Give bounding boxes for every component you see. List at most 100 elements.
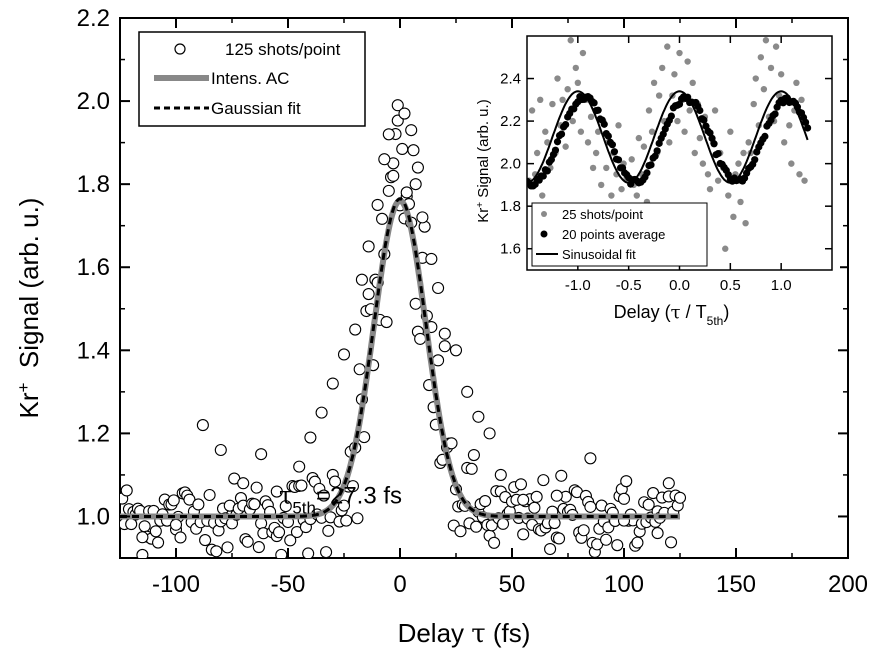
data-point-open-circle bbox=[315, 406, 328, 419]
inset-y-tick-label: 1.6 bbox=[500, 241, 521, 258]
data-point-open-circle bbox=[651, 527, 664, 540]
data-point-open-circle bbox=[255, 448, 268, 461]
data-point-grey bbox=[727, 128, 734, 135]
data-point-black bbox=[610, 148, 619, 156]
inset-legend-box bbox=[531, 202, 708, 267]
data-point-grey bbox=[796, 171, 803, 178]
data-point-black bbox=[604, 132, 612, 140]
data-point-black bbox=[608, 141, 617, 149]
main-axes: -100 -50 0 50 100 150 200 1.0 1.2 1.4 1.6 1.8 2.0 2.2 bbox=[77, 5, 868, 598]
main-y-tick-label: 1.6 bbox=[77, 254, 110, 281]
data-point-open-circle bbox=[304, 431, 317, 444]
data-point-open-circle bbox=[237, 477, 250, 490]
data-point-open-circle bbox=[405, 124, 418, 137]
data-point-open-circle bbox=[555, 469, 568, 482]
data-point-open-circle bbox=[488, 536, 501, 549]
data-point-grey bbox=[788, 160, 795, 167]
data-point-black bbox=[553, 138, 562, 146]
data-point-open-circle bbox=[279, 500, 292, 513]
data-point-grey bbox=[564, 85, 571, 93]
data-point-open-circle bbox=[544, 542, 557, 556]
data-point-black bbox=[801, 118, 810, 126]
main-plot-frame bbox=[119, 17, 849, 559]
data-point-grey bbox=[577, 128, 585, 135]
data-point-grey bbox=[689, 79, 696, 87]
data-point-grey bbox=[592, 149, 600, 157]
data-point-open-circle bbox=[631, 536, 644, 549]
main-y-tick-label: 1.2 bbox=[77, 420, 110, 447]
fwhm-annotation: τ5th=27.3 fs bbox=[279, 482, 402, 518]
data-point-grey bbox=[725, 192, 732, 199]
inset-x-tick-label: 0.0 bbox=[669, 277, 690, 294]
legend-marker-open-circle bbox=[174, 43, 186, 55]
data-point-grey bbox=[714, 177, 722, 184]
data-point-grey bbox=[589, 164, 597, 172]
main-y-axis-title: Kr+ Signal (arb. u.) bbox=[14, 198, 45, 419]
main-x-tick-label: -50 bbox=[271, 571, 306, 598]
data-point-open-circle bbox=[528, 501, 541, 514]
main-data-layer bbox=[120, 99, 687, 558]
data-point-open-circle bbox=[438, 340, 451, 353]
inset-y-tick-label: 2.0 bbox=[500, 156, 521, 173]
data-point-open-circle bbox=[337, 348, 351, 361]
data-point-black bbox=[653, 147, 661, 155]
data-point-open-circle bbox=[378, 153, 391, 166]
data-point-open-circle bbox=[295, 479, 308, 492]
data-point-black bbox=[643, 169, 651, 177]
data-point-open-circle bbox=[196, 419, 209, 432]
main-y-tick-label: 2.2 bbox=[77, 5, 110, 32]
legend-label-sinusoidal-fit: Sinusoidal fit bbox=[562, 247, 636, 262]
data-point-open-circle bbox=[214, 443, 227, 457]
data-point-open-circle bbox=[642, 498, 655, 511]
data-point-open-circle bbox=[382, 128, 395, 141]
data-point-black bbox=[539, 172, 547, 180]
inset-plot: -1.0 -0.5 0.0 0.5 1.0 1.6 1.8 2.0 2.2 2.4 Delay (… bbox=[470, 30, 840, 340]
legend-label-gaussian-fit: Gaussian fit bbox=[211, 99, 301, 118]
data-point-grey bbox=[740, 149, 747, 157]
data-point-grey bbox=[587, 113, 595, 121]
data-point-open-circle bbox=[353, 363, 366, 376]
inset-data-layer bbox=[527, 37, 812, 252]
data-point-open-circle bbox=[120, 484, 133, 497]
data-point-open-circle bbox=[355, 273, 368, 286]
main-x-tick-label: 0 bbox=[393, 571, 406, 598]
data-point-grey bbox=[711, 107, 719, 114]
data-point-black bbox=[804, 124, 812, 132]
legend-label-125-shots: 125 shots/point bbox=[225, 40, 341, 59]
data-point-black bbox=[761, 132, 769, 140]
data-point-open-circle bbox=[483, 427, 496, 440]
data-point-grey bbox=[781, 139, 788, 146]
inset-y-tick-label: 2.2 bbox=[500, 113, 521, 130]
data-point-open-circle bbox=[449, 344, 463, 357]
data-point-grey bbox=[777, 71, 785, 78]
data-point-black bbox=[647, 161, 655, 169]
data-point-grey bbox=[559, 96, 566, 104]
data-point-open-circle bbox=[467, 448, 480, 462]
data-point-grey bbox=[554, 75, 561, 82]
inset-x-tick-label: 1.0 bbox=[771, 277, 792, 294]
main-x-tick-label: 50 bbox=[499, 571, 526, 598]
data-point-open-circle bbox=[255, 517, 268, 530]
data-point-grey bbox=[528, 107, 536, 114]
inset-axes: -1.0 -0.5 0.0 0.5 1.0 1.6 1.8 2.0 2.2 2.4 bbox=[500, 36, 832, 294]
data-point-grey bbox=[730, 213, 737, 221]
data-point-grey bbox=[533, 149, 541, 157]
data-point-black bbox=[710, 140, 718, 148]
inset-y-axis-title: Kr+ Signal (arb. u.) bbox=[475, 99, 493, 222]
data-point-grey bbox=[671, 71, 678, 78]
data-point-open-circle bbox=[346, 480, 360, 493]
data-point-open-circle bbox=[328, 475, 342, 488]
data-point-grey bbox=[772, 43, 780, 50]
data-point-grey bbox=[674, 117, 681, 125]
data-point-open-circle bbox=[320, 546, 333, 558]
data-point-open-circle bbox=[174, 531, 187, 544]
data-point-grey bbox=[699, 160, 707, 167]
data-point-black bbox=[696, 106, 704, 115]
data-point-grey bbox=[569, 117, 576, 125]
legend-label-25-shots: 25 shots/point bbox=[562, 207, 643, 222]
data-point-grey bbox=[598, 181, 605, 189]
data-point-open-circle bbox=[454, 525, 467, 538]
main-x-tick-label: -100 bbox=[152, 571, 200, 598]
inset-x-tick-label: -1.0 bbox=[565, 277, 591, 294]
